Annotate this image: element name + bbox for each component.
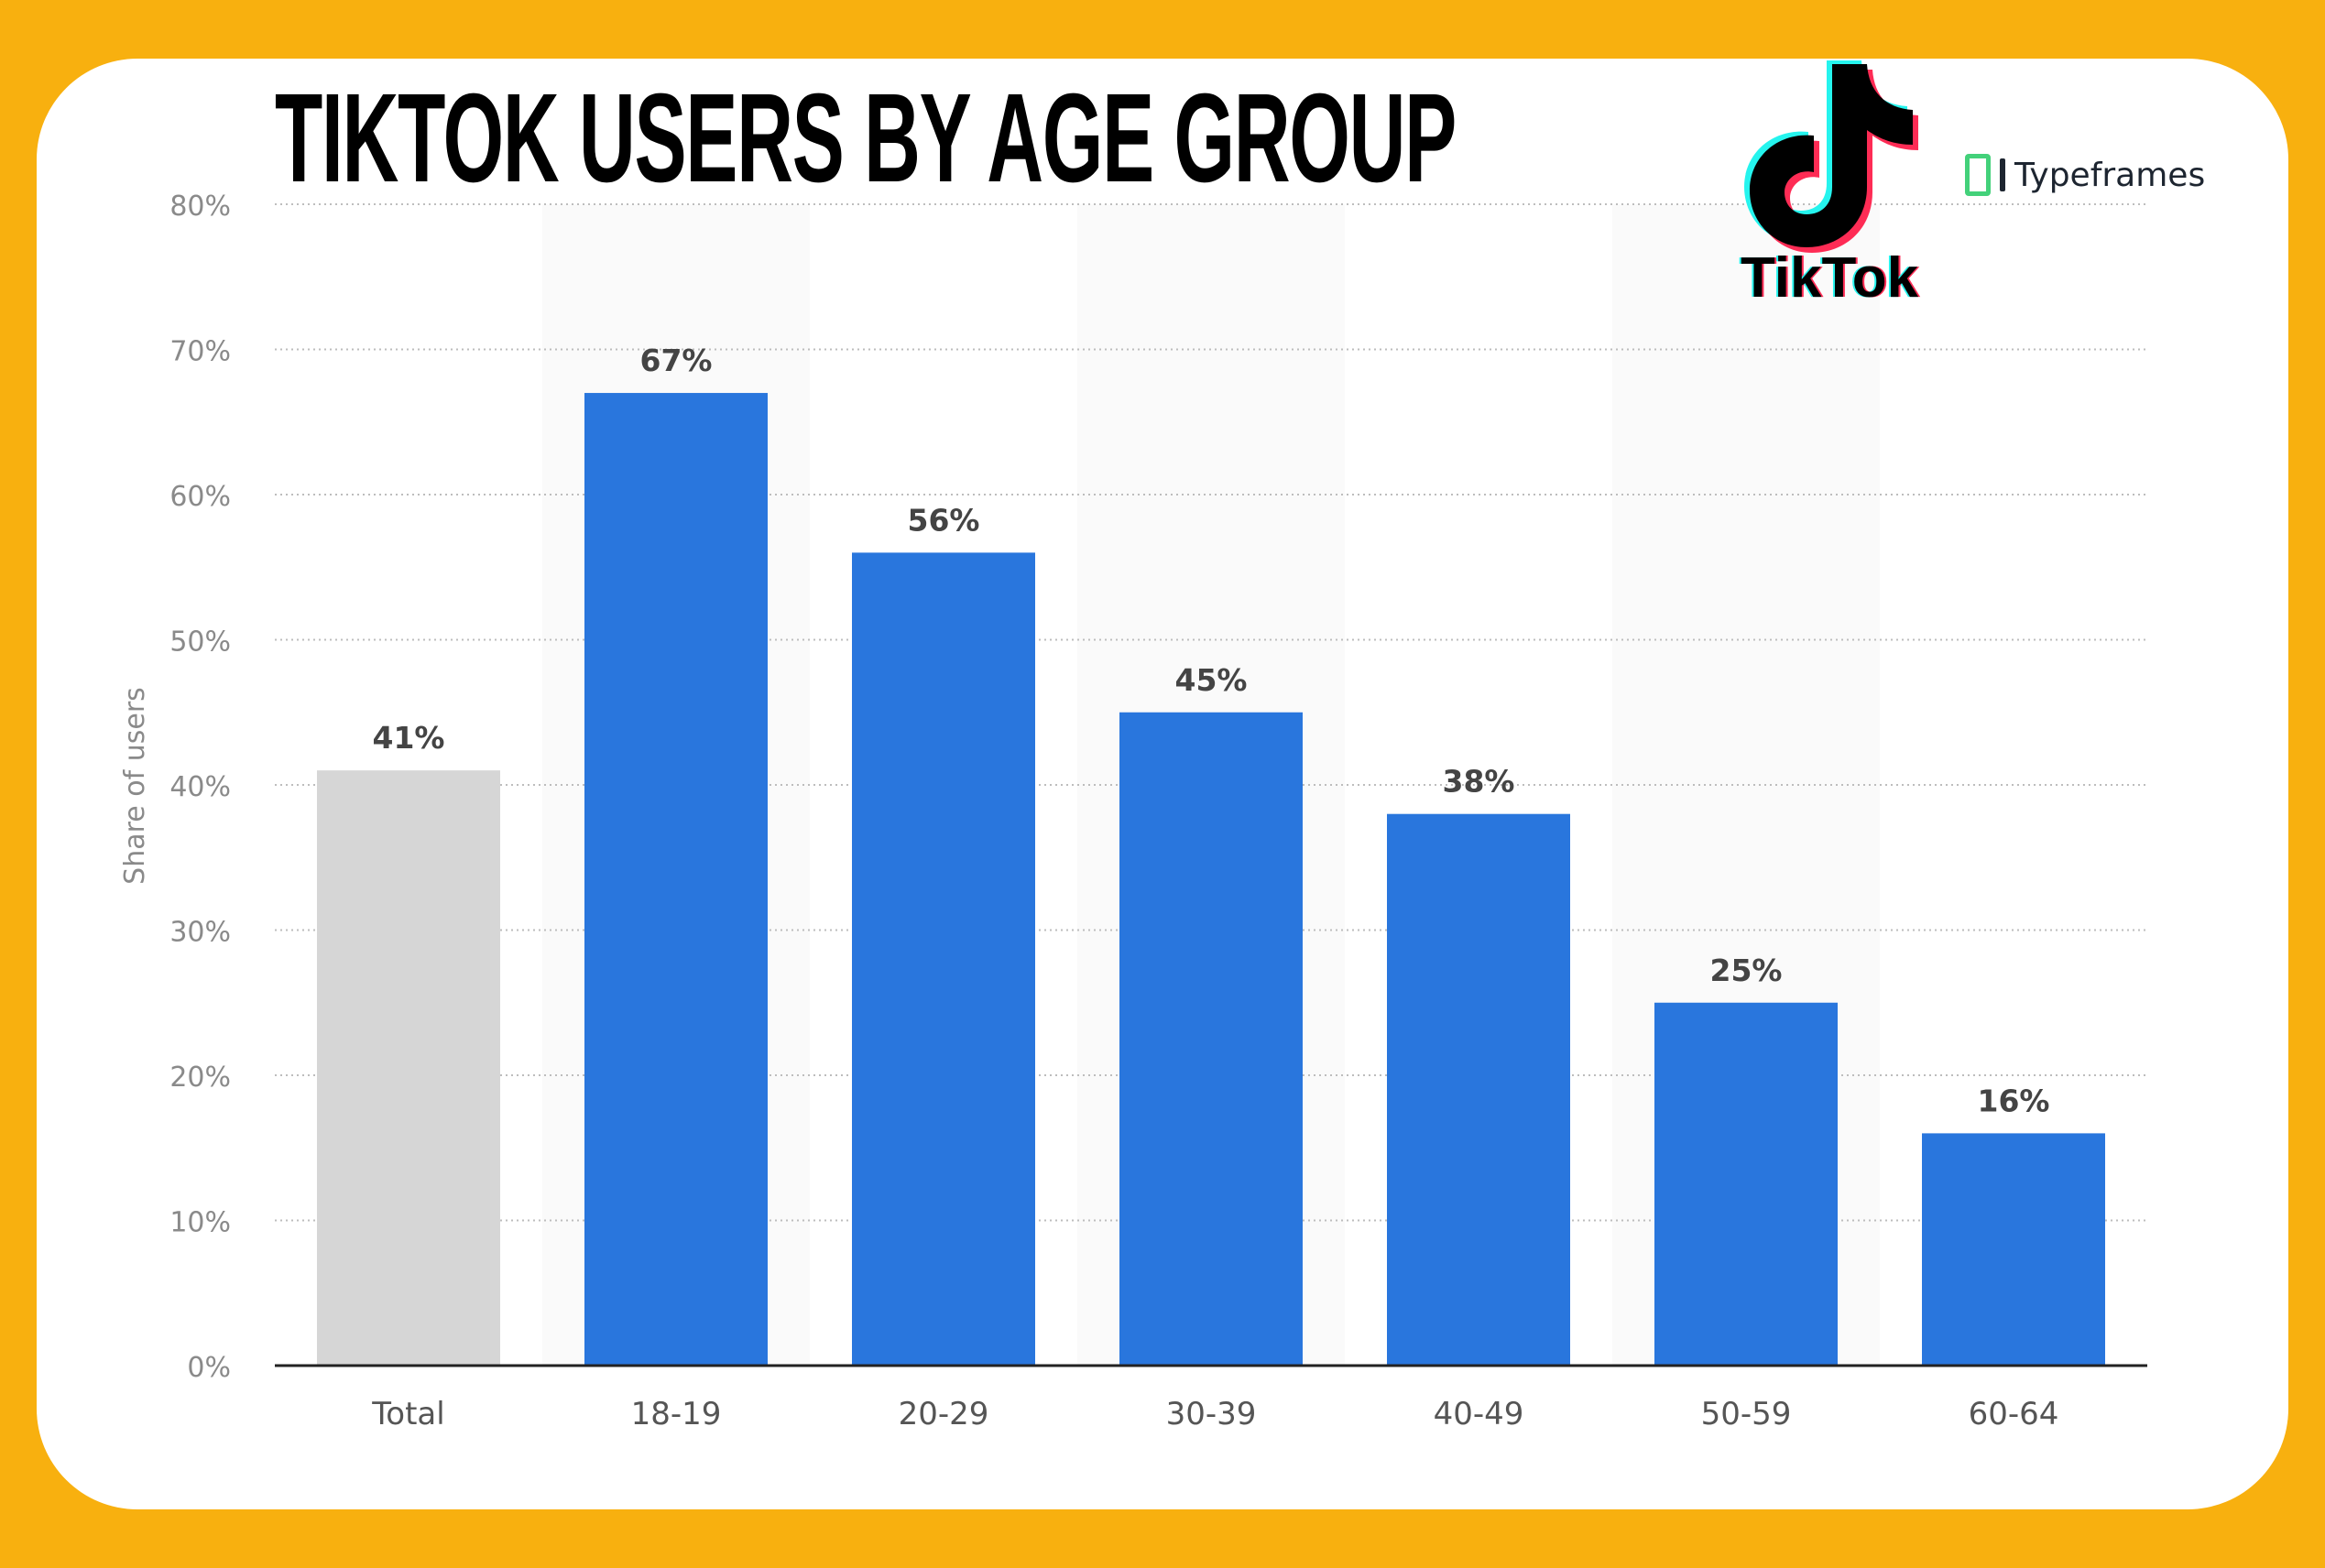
typeframes-cursor-icon [2000, 158, 2005, 191]
bar-20-29 [852, 552, 1035, 1366]
y-tick-label: 60% [169, 481, 231, 513]
bar-Total [317, 770, 500, 1366]
y-tick-label: 30% [169, 917, 231, 949]
data-label: 56% [908, 502, 980, 538]
bar-40-49 [1387, 813, 1570, 1366]
data-label: 67% [640, 343, 713, 378]
y-tick-label: 70% [169, 336, 231, 368]
typeframes-wordmark: Typeframes [2014, 156, 2206, 194]
typeframes-bracket-icon [1965, 154, 1991, 196]
y-tick-label: 80% [169, 191, 231, 223]
y-tick-label: 0% [187, 1352, 231, 1384]
x-tick-label: 30-39 [1166, 1396, 1257, 1432]
x-tick-label: 40-49 [1434, 1396, 1524, 1432]
page-title: TIKTOK USERS BY AGE GROUP [275, 68, 1457, 209]
x-tick-label: 20-29 [899, 1396, 989, 1432]
bar-30-39 [1119, 712, 1303, 1366]
y-tick-label: 40% [169, 771, 231, 803]
x-tick-label: Total [371, 1396, 444, 1432]
data-label: 41% [373, 720, 445, 756]
bar-60-64 [1922, 1133, 2105, 1366]
x-tick-label: 60-64 [1969, 1396, 2059, 1432]
y-tick-label: 50% [169, 626, 231, 659]
y-tick-label: 10% [169, 1207, 231, 1239]
data-label: 16% [1978, 1083, 2050, 1118]
typeframes-logo: Typeframes [1965, 154, 2205, 196]
data-label: 45% [1175, 662, 1248, 698]
bar-18-19 [584, 393, 768, 1366]
y-tick-label: 20% [169, 1062, 231, 1094]
data-label: 25% [1710, 953, 1783, 988]
data-label: 38% [1443, 764, 1515, 800]
bar-50-59 [1654, 1002, 1838, 1366]
x-tick-label: 50-59 [1701, 1396, 1792, 1432]
x-tick-label: 18-19 [631, 1396, 722, 1432]
tiktok-logo-icon [1744, 60, 1918, 253]
y-axis-label: Share of users [119, 687, 151, 885]
tiktok-wordmark: TikTok [1741, 246, 1919, 310]
